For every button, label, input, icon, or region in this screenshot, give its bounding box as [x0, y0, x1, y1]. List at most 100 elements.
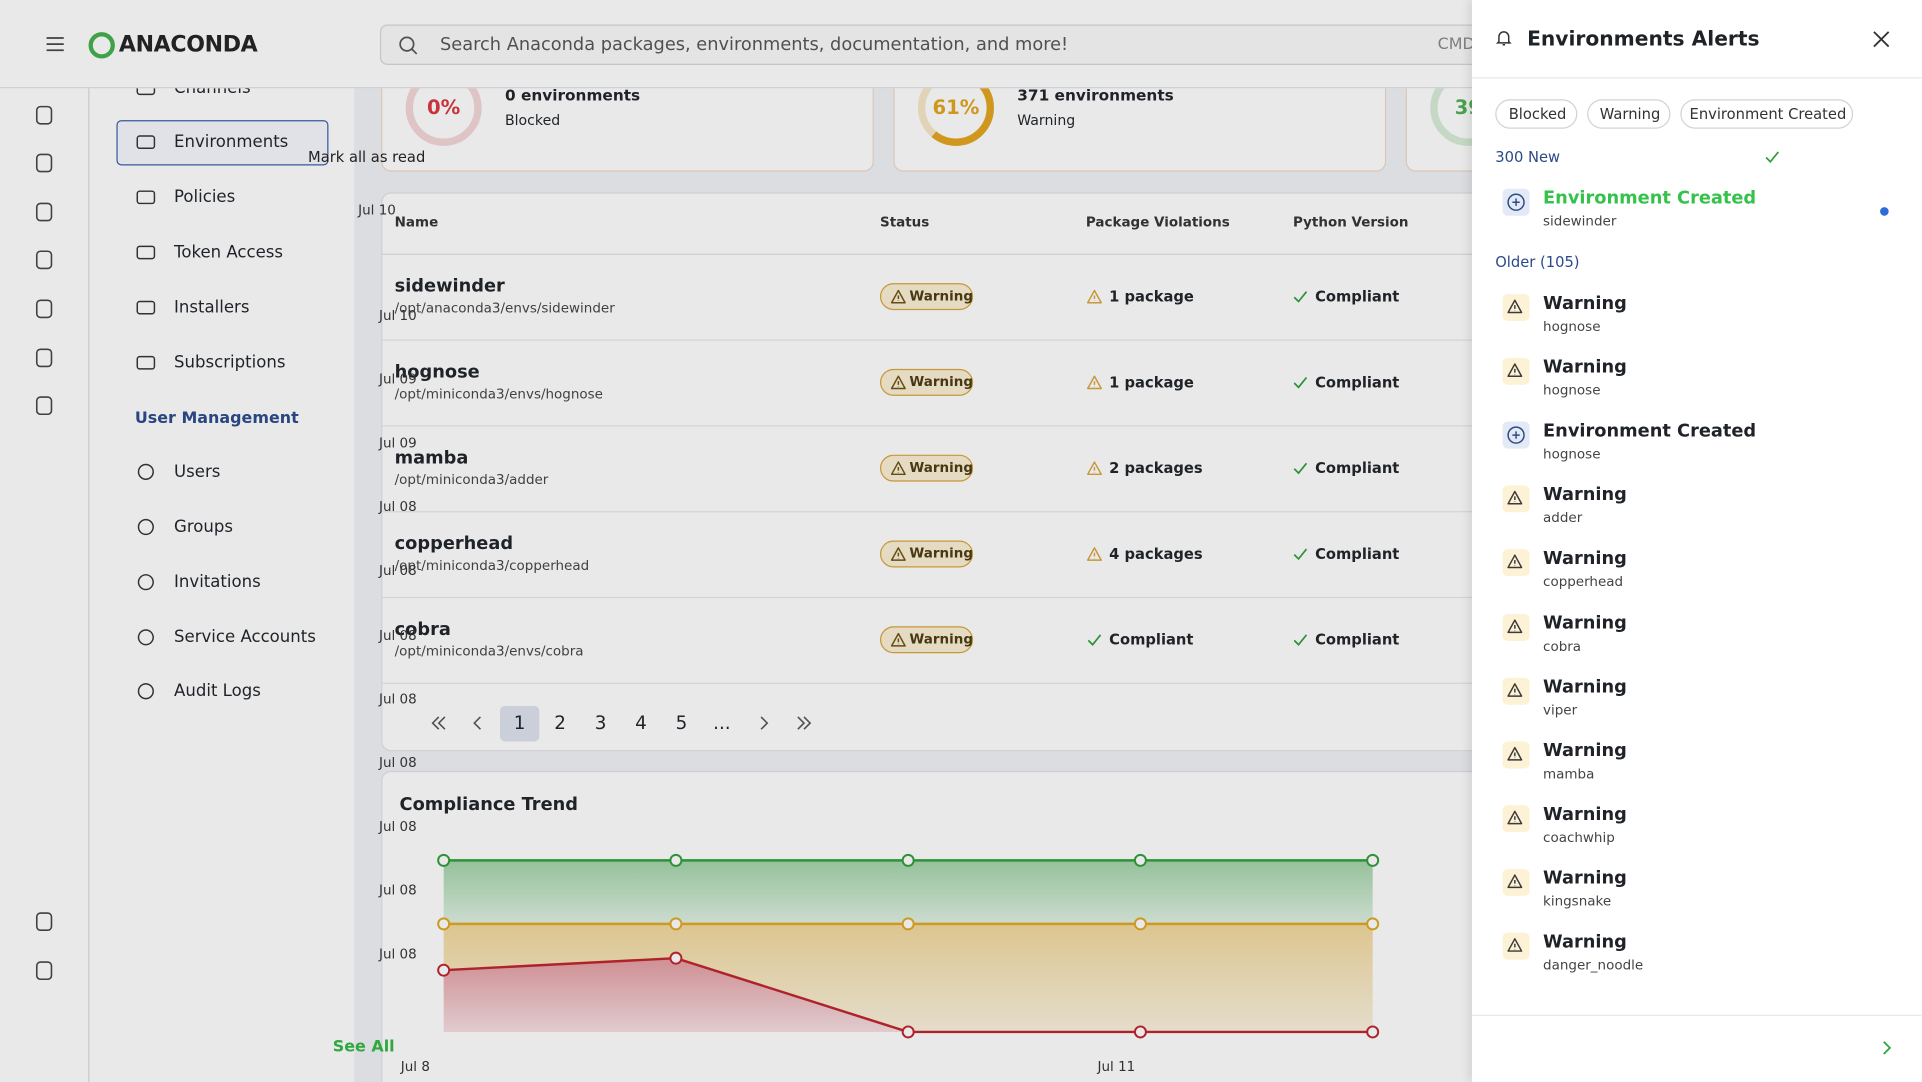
menu-icon — [46, 37, 64, 52]
selected-item — [116, 120, 329, 166]
nav-item[interactable]: Audit Logs — [174, 681, 261, 702]
alert-date: Jul 08 — [378, 946, 417, 963]
filter-chip[interactable]: Blocked — [1495, 99, 1578, 129]
arrow-glyph — [760, 716, 769, 730]
page-link[interactable]: 5 — [675, 712, 688, 735]
env-name: hognose — [394, 362, 480, 383]
env-path: /opt/anaconda3/envs/sidewinder — [394, 300, 615, 317]
card-status: Blocked — [504, 111, 561, 129]
mark-all-read[interactable]: Mark all as read — [308, 148, 426, 166]
warning-glyph — [890, 375, 906, 390]
rail-icon-shape — [35, 105, 53, 125]
nav-item[interactable]: Service Accounts — [174, 627, 316, 648]
column-header: Status — [879, 214, 930, 231]
nav-item[interactable]: Policies — [174, 187, 236, 208]
trend-chart — [437, 853, 1380, 1039]
bell-icon — [1495, 31, 1512, 46]
violations: 1 package — [1109, 288, 1194, 306]
search-handle — [411, 48, 418, 55]
see-all[interactable]: See All — [332, 1038, 395, 1057]
page-link[interactable]: 3 — [594, 712, 607, 735]
check-icon — [1293, 462, 1308, 475]
filter-chip[interactable]: Warning — [1587, 99, 1671, 129]
alert-date: Jul 08 — [378, 882, 417, 899]
check-icon — [1293, 291, 1308, 303]
warning-icon — [1507, 363, 1523, 378]
search-shortcut: CMD — [1437, 35, 1475, 54]
page-link[interactable]: 4 — [635, 712, 647, 735]
page-link[interactable]: 2 — [554, 712, 566, 735]
check-icon — [1293, 376, 1308, 389]
nav-item[interactable]: Token Access — [174, 242, 284, 263]
warning-glyph — [1507, 938, 1523, 952]
alert-env: sidewinder — [1543, 213, 1617, 230]
page-arrow — [797, 716, 812, 730]
row-divider — [382, 339, 1608, 341]
trend-point — [1366, 853, 1380, 867]
status-pill: Warning — [879, 454, 974, 482]
trend-point — [437, 963, 451, 977]
filter-chip[interactable]: Environment Created — [1680, 99, 1854, 129]
warning-badge — [1502, 357, 1530, 385]
warning-glyph — [1086, 461, 1102, 476]
bell-glyph — [1495, 31, 1512, 46]
alert-title: Warning — [1543, 485, 1627, 506]
panel-divider — [1471, 77, 1922, 79]
check-glyph — [1293, 376, 1308, 389]
nav-item[interactable]: Installers — [174, 297, 250, 318]
page-link[interactable]: 1 — [513, 712, 526, 735]
trend-point — [1133, 853, 1147, 867]
warning-glyph — [1507, 491, 1523, 505]
close-glyph — [1873, 31, 1890, 48]
status-text: Warning — [909, 373, 974, 390]
rail-icon — [35, 105, 53, 125]
footer-divider — [1471, 1014, 1922, 1017]
alert-env: viper — [1543, 701, 1578, 718]
rail-icon-shape — [35, 202, 53, 222]
rail-icon-shape — [35, 348, 53, 368]
rail-icon — [35, 153, 53, 173]
nav-item[interactable]: Users — [174, 462, 221, 482]
search-box[interactable]: Search Anaconda packages, environments, … — [379, 24, 1483, 65]
warning-badge — [1502, 741, 1530, 769]
warning-icon — [1507, 618, 1523, 633]
nav-icon-shape — [137, 629, 154, 646]
warning-icon — [1507, 746, 1523, 761]
nav-item[interactable]: Environments — [174, 132, 289, 152]
card-count: 371 environments — [1017, 85, 1174, 105]
status-text: Warning — [909, 287, 974, 304]
status-text: Warning — [909, 544, 974, 561]
warning-glyph — [1507, 618, 1523, 633]
alert-date: Jul 09 — [378, 371, 417, 388]
alert-title: Warning — [1543, 677, 1627, 697]
page-link[interactable]: ... — [713, 712, 731, 735]
alert-date: Jul 08 — [378, 690, 417, 707]
warning-badge — [1502, 677, 1530, 705]
warning-badge — [1502, 804, 1530, 832]
older-label: Older (105) — [1495, 253, 1580, 271]
warning-glyph — [1507, 554, 1523, 569]
alert-date: Jul 09 — [378, 435, 417, 452]
new-count: 300 New — [1495, 148, 1561, 166]
warning-glyph — [890, 461, 906, 476]
trend-point — [901, 917, 915, 931]
filter-label: Environment Created — [1689, 105, 1847, 123]
nav-icon — [136, 300, 156, 315]
header-divider — [382, 253, 1608, 255]
rail-icon — [35, 299, 53, 319]
alert-env: hognose — [1543, 382, 1601, 399]
icon-rail — [0, 0, 90, 1082]
rail-icon-shape — [35, 396, 53, 416]
close-button[interactable] — [1873, 31, 1890, 48]
plus-glyph — [1512, 198, 1520, 206]
python-version: Compliant — [1315, 288, 1400, 306]
nav-item[interactable]: Invitations — [174, 572, 261, 592]
nav-item[interactable]: Subscriptions — [174, 352, 286, 373]
env-name: sidewinder — [394, 276, 505, 297]
check-glyph — [1293, 291, 1308, 303]
rail-icon — [35, 961, 53, 981]
alert-title: Warning — [1543, 804, 1627, 825]
nav-item[interactable]: Groups — [174, 517, 234, 537]
